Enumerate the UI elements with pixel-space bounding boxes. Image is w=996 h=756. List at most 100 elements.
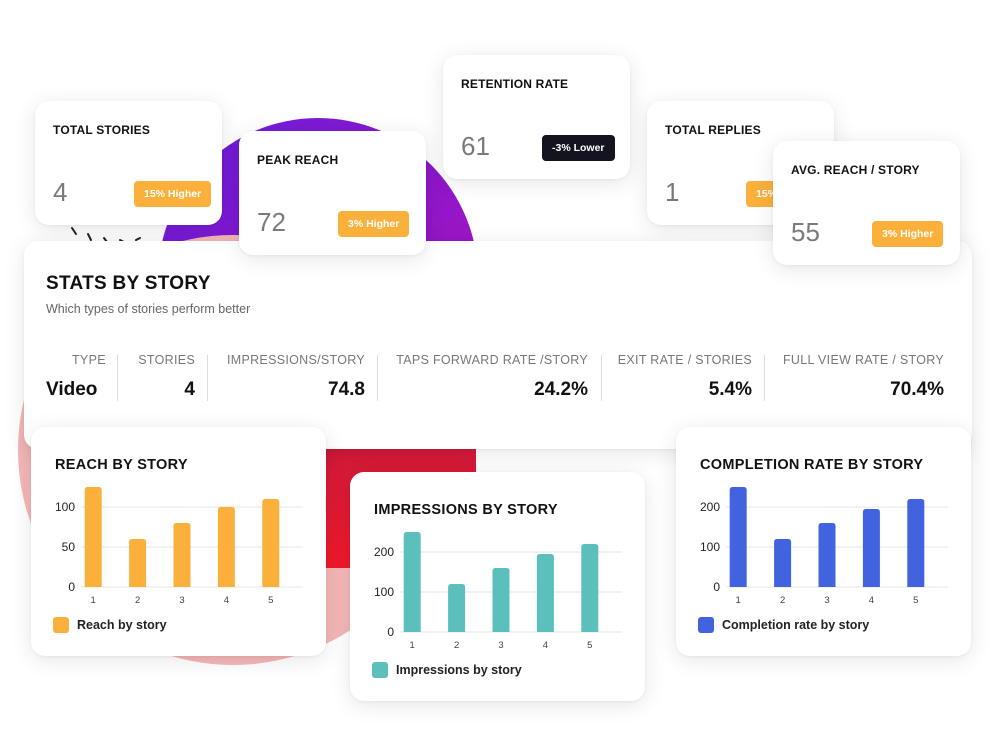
column-value: 5.4% — [708, 379, 752, 400]
x-tick-label: 3 — [498, 640, 503, 651]
legend-swatch — [372, 662, 388, 678]
card-title: AVG. REACH / STORY — [791, 163, 920, 177]
card-value: 55 — [791, 217, 820, 247]
legend-label: Reach by story — [77, 618, 167, 632]
column-value: 4 — [184, 379, 195, 400]
column-header: STORIES — [138, 353, 195, 367]
stat-column-impressions: IMPRESSIONS/STORY 74.8 — [219, 353, 365, 403]
x-tick-label: 4 — [543, 640, 548, 651]
completion-rate-chart-card: COMPLETION RATE BY STORY 0 100 200 1 2 3 4 5 Co… — [676, 427, 971, 656]
card-value: 4 — [53, 177, 68, 207]
reach-bar-chart: 0 50 100 1 2 3 4 5 — [55, 487, 303, 606]
column-header: IMPRESSIONS/STORY — [226, 353, 365, 367]
column-divider — [207, 355, 208, 401]
bar — [403, 532, 421, 632]
y-tick-label: 100 — [55, 500, 75, 514]
chart-title: REACH BY STORY — [55, 457, 188, 473]
legend-swatch — [53, 617, 69, 633]
change-badge: 3% Higher — [338, 211, 410, 237]
bar — [217, 507, 235, 587]
stat-column-full-view: FULL VIEW RATE / STORY 70.4% — [776, 353, 944, 403]
bar — [173, 523, 191, 587]
x-tick-label: 2 — [780, 595, 785, 606]
x-tick-label: 4 — [869, 595, 874, 606]
y-tick-label: 100 — [374, 585, 394, 599]
change-badge: 15% Higher — [134, 181, 212, 207]
change-badge: -3% Lower — [542, 135, 615, 161]
bar — [129, 539, 147, 587]
legend-swatch — [698, 617, 714, 633]
stats-by-story-panel: STATS BY STORY Which types of stories pe… — [24, 241, 972, 449]
chart-legend: Impressions by story — [372, 662, 522, 678]
stat-column-taps-forward: TAPS FORWARD RATE /STORY 24.2% — [388, 353, 588, 403]
card-value: 72 — [257, 207, 286, 237]
y-tick-label: 200 — [700, 500, 720, 514]
chart-legend: Reach by story — [53, 617, 167, 633]
x-tick-label: 2 — [135, 595, 140, 606]
card-value: 1 — [665, 177, 680, 207]
card-title: RETENTION RATE — [461, 77, 569, 91]
x-tick-label: 5 — [587, 640, 592, 651]
panel-title: STATS BY STORY — [46, 273, 211, 294]
y-tick-label: 0 — [713, 580, 720, 594]
card-title: TOTAL STORIES — [53, 123, 151, 137]
x-tick-label: 3 — [179, 595, 184, 606]
x-tick-label: 4 — [224, 595, 229, 606]
completion-rate-bar-chart: 0 100 200 1 2 3 4 5 — [700, 487, 948, 606]
bar — [536, 554, 554, 632]
x-tick-label: 5 — [913, 595, 918, 606]
bar — [262, 499, 280, 587]
impressions-bar-chart: 0 100 200 1 2 3 4 5 — [374, 532, 622, 651]
x-tick-label: 5 — [268, 595, 273, 606]
card-title: TOTAL REPLIES — [665, 123, 761, 137]
bar — [818, 523, 836, 587]
bar — [581, 544, 599, 632]
column-divider — [601, 355, 602, 401]
change-badge: 3% Higher — [872, 221, 944, 247]
column-divider — [117, 355, 118, 401]
column-divider — [377, 355, 378, 401]
y-tick-label: 0 — [68, 580, 75, 594]
y-tick-label: 50 — [62, 540, 76, 554]
bar — [448, 584, 466, 632]
column-value: 74.8 — [328, 379, 365, 400]
column-value: Video — [46, 379, 98, 400]
bar — [862, 509, 880, 587]
legend-label: Impressions by story — [396, 663, 522, 677]
stat-column-exit-rate: EXIT RATE / STORIES 5.4% — [614, 353, 752, 403]
bar — [907, 499, 925, 587]
bar — [729, 487, 747, 587]
x-tick-label: 2 — [454, 640, 459, 651]
card-title: PEAK REACH — [257, 153, 339, 167]
column-header: TYPE — [72, 353, 106, 367]
column-value: 24.2% — [534, 379, 588, 400]
x-tick-label: 1 — [736, 595, 741, 606]
stat-column-type: TYPE Video — [46, 353, 106, 403]
card-value: 61 — [461, 131, 490, 161]
chart-legend: Completion rate by story — [698, 617, 869, 633]
column-header: EXIT RATE / STORIES — [617, 353, 752, 367]
column-divider — [764, 355, 765, 401]
retention-rate-card: RETENTION RATE 61 -3% Lower — [443, 55, 630, 179]
column-header: TAPS FORWARD RATE /STORY — [396, 353, 588, 367]
y-tick-label: 100 — [700, 540, 720, 554]
total-stories-card: TOTAL STORIES 4 15% Higher — [35, 101, 222, 225]
panel-subtitle: Which types of stories perform better — [46, 302, 251, 316]
impressions-chart-card: IMPRESSIONS BY STORY 0 100 200 1 2 3 4 5 Impres… — [350, 472, 645, 701]
chart-title: COMPLETION RATE BY STORY — [700, 457, 924, 473]
peak-reach-card: PEAK REACH 72 3% Higher — [239, 131, 426, 255]
reach-chart-card: REACH BY STORY 0 50 100 1 2 3 4 5 Reach by stor… — [31, 427, 326, 656]
x-tick-label: 3 — [824, 595, 829, 606]
column-value: 70.4% — [890, 379, 944, 400]
x-tick-label: 1 — [91, 595, 96, 606]
y-tick-label: 0 — [387, 625, 394, 639]
legend-label: Completion rate by story — [722, 618, 870, 632]
chart-title: IMPRESSIONS BY STORY — [374, 502, 558, 518]
x-tick-label: 1 — [410, 640, 415, 651]
stat-column-stories: STORIES 4 — [124, 353, 195, 403]
y-tick-label: 200 — [374, 545, 394, 559]
bar — [84, 487, 102, 587]
bar — [774, 539, 792, 587]
avg-reach-card: AVG. REACH / STORY 55 3% Higher — [773, 141, 960, 265]
column-header: FULL VIEW RATE / STORY — [782, 353, 944, 367]
